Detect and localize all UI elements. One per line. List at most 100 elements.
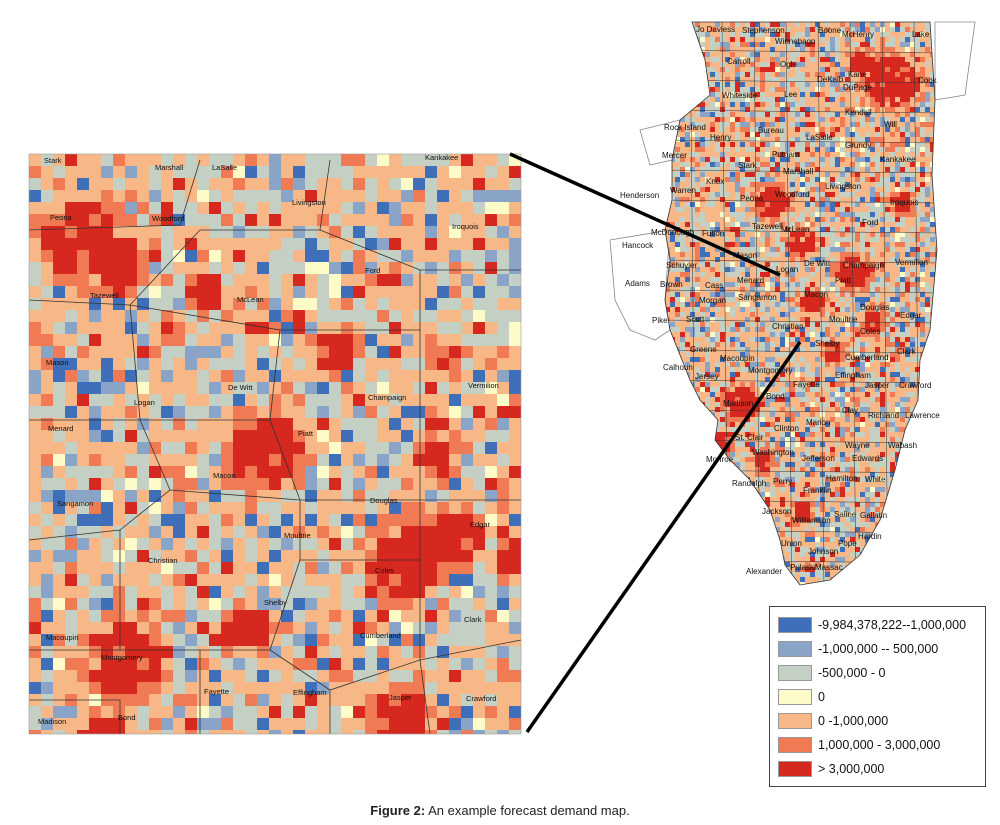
demand-cell [705, 212, 710, 217]
demand-cell [137, 526, 149, 538]
demand-cell [29, 190, 41, 202]
demand-cell [305, 274, 317, 286]
demand-cell [665, 37, 670, 42]
demand-cell [317, 166, 329, 178]
demand-cell [915, 252, 920, 257]
demand-cell [710, 32, 715, 37]
demand-cell [725, 162, 730, 167]
demand-cell [710, 182, 715, 187]
demand-cell [840, 282, 845, 287]
demand-cell [365, 238, 377, 250]
demand-cell [53, 202, 65, 214]
demand-cell [449, 226, 461, 238]
demand-cell [245, 346, 257, 358]
demand-cell [840, 52, 845, 57]
demand-cell [101, 574, 113, 586]
demand-cell [425, 682, 437, 694]
demand-cell [197, 274, 209, 286]
demand-cell [197, 466, 209, 478]
demand-cell [770, 112, 775, 117]
demand-cell [830, 77, 835, 82]
demand-cell [710, 152, 715, 157]
demand-cell [785, 62, 790, 67]
demand-cell [461, 598, 473, 610]
demand-cell [509, 670, 521, 682]
demand-cell [735, 77, 740, 82]
demand-cell [485, 442, 497, 454]
demand-cell [245, 526, 257, 538]
demand-cell [449, 274, 461, 286]
demand-cell [341, 454, 353, 466]
demand-cell [29, 658, 41, 670]
demand-cell [281, 346, 293, 358]
demand-cell [89, 406, 101, 418]
demand-cell [660, 192, 665, 197]
demand-cell [413, 190, 425, 202]
demand-cell [65, 562, 77, 574]
demand-cell [715, 72, 720, 77]
demand-cell [705, 157, 710, 162]
demand-cell [930, 47, 935, 52]
demand-cell [113, 538, 125, 550]
demand-cell [137, 322, 149, 334]
demand-cell [770, 252, 775, 257]
demand-cell [780, 82, 785, 87]
demand-cell [750, 212, 755, 217]
demand-cell [509, 526, 521, 538]
demand-cell [149, 730, 161, 734]
demand-cell [377, 586, 389, 598]
demand-cell [825, 252, 830, 257]
demand-cell [890, 257, 895, 262]
demand-cell [317, 514, 329, 526]
demand-cell [53, 346, 65, 358]
demand-cell [815, 177, 820, 182]
demand-cell [855, 232, 860, 237]
demand-cell [885, 142, 890, 147]
demand-cell [449, 358, 461, 370]
demand-cell [281, 238, 293, 250]
demand-cell [905, 277, 910, 282]
demand-cell [785, 47, 790, 52]
demand-cell [870, 162, 875, 167]
demand-cell [845, 102, 850, 107]
demand-cell [875, 232, 880, 237]
demand-cell [905, 87, 910, 92]
demand-cell [820, 92, 825, 97]
demand-cell [755, 52, 760, 57]
demand-cell [890, 187, 895, 192]
demand-cell [860, 247, 865, 252]
demand-cell [845, 167, 850, 172]
demand-cell [825, 132, 830, 137]
demand-cell [437, 706, 449, 718]
demand-cell [830, 197, 835, 202]
demand-cell [715, 127, 720, 132]
demand-cell [329, 250, 341, 262]
demand-cell [101, 502, 113, 514]
demand-cell [497, 502, 509, 514]
demand-cell [900, 92, 905, 97]
demand-cell [885, 57, 890, 62]
demand-cell [29, 178, 41, 190]
demand-cell [805, 157, 810, 162]
demand-cell [780, 92, 785, 97]
demand-cell [317, 478, 329, 490]
demand-cell [865, 167, 870, 172]
demand-cell [735, 217, 740, 222]
demand-cell [413, 406, 425, 418]
demand-cell [41, 382, 53, 394]
demand-cell [895, 212, 900, 217]
demand-cell [810, 252, 815, 257]
demand-cell [685, 22, 690, 27]
demand-cell [830, 212, 835, 217]
demand-cell [825, 142, 830, 147]
demand-cell [745, 267, 750, 272]
demand-cell [209, 442, 221, 454]
demand-cell [775, 187, 780, 192]
demand-cell [425, 358, 437, 370]
demand-cell [173, 730, 185, 734]
demand-cell [785, 272, 790, 277]
demand-cell [293, 526, 305, 538]
demand-cell [890, 227, 895, 232]
demand-cell [670, 47, 675, 52]
demand-cell [755, 197, 760, 202]
